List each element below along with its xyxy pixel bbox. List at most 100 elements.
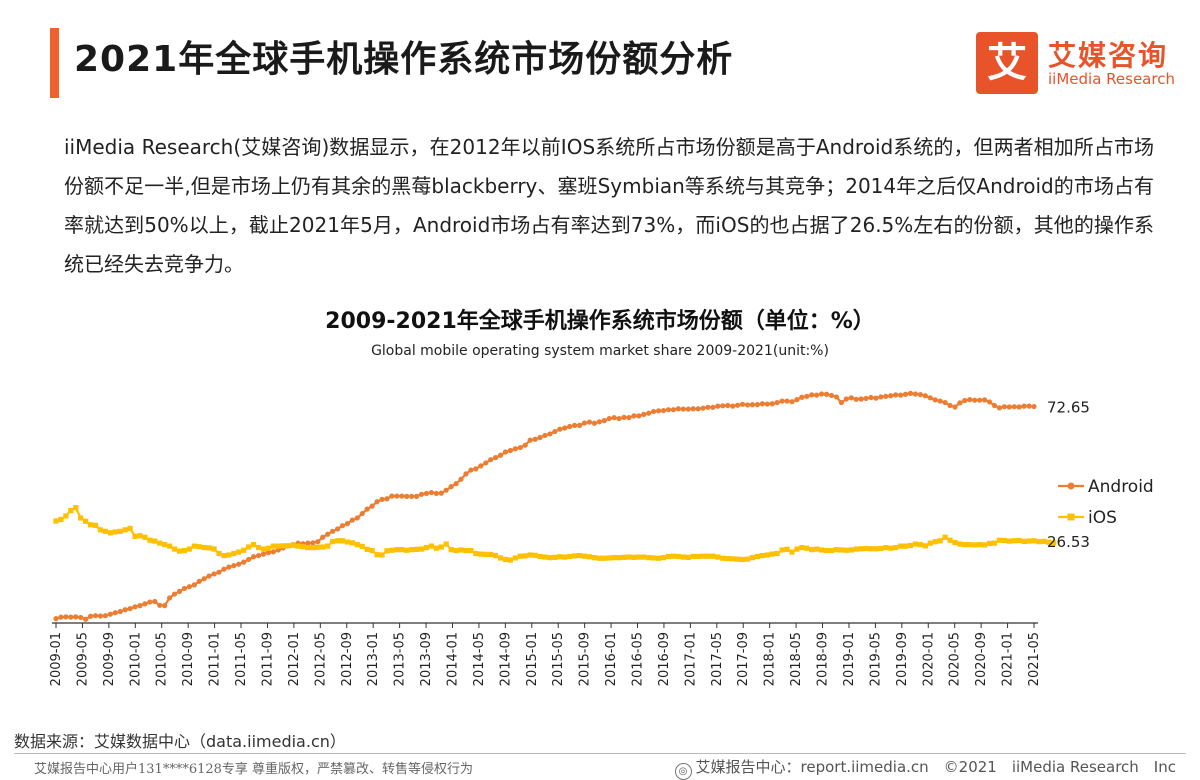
ios-data-point — [359, 543, 365, 550]
android-data-point — [409, 493, 415, 499]
android-data-point — [1001, 404, 1007, 410]
ios-data-point — [680, 554, 686, 560]
ios-data-point — [186, 546, 192, 552]
ios-data-point — [354, 542, 360, 548]
ios-data-point — [626, 554, 632, 560]
ios-data-point — [962, 542, 968, 548]
android-data-point — [384, 496, 390, 502]
ios-data-point — [695, 553, 701, 560]
ios-data-point — [473, 550, 479, 557]
android-data-point — [127, 605, 133, 612]
ios-data-point — [1001, 537, 1007, 544]
android-data-point — [888, 393, 894, 399]
x-tick-label: 2010-09 — [181, 632, 196, 686]
ios-data-point — [92, 522, 99, 528]
android-data-point — [977, 397, 983, 403]
ios-data-point — [290, 542, 296, 548]
ios-data-point — [784, 546, 790, 552]
ios-data-point — [497, 555, 504, 561]
ios-data-point — [631, 554, 637, 560]
ios-data-point — [413, 546, 420, 552]
android-data-point — [250, 554, 257, 560]
android-data-point — [522, 442, 528, 448]
x-tick-label: 2011-01 — [208, 632, 223, 686]
report-center-icon: ◎ — [674, 763, 692, 780]
android-data-point — [621, 414, 627, 420]
android-data-point — [868, 394, 874, 401]
ios-data-point — [206, 545, 212, 551]
android-data-point — [937, 398, 943, 404]
ios-data-point — [651, 555, 657, 561]
ios-data-point — [231, 550, 237, 557]
android-data-point — [744, 402, 751, 408]
x-tick-label: 2018-01 — [763, 632, 778, 686]
android-data-point — [557, 426, 563, 432]
android-data-point — [344, 521, 351, 527]
ios-data-point — [270, 543, 276, 549]
ios-data-point — [418, 546, 425, 552]
ios-legend-label: iOS — [1088, 508, 1117, 528]
android-data-point — [631, 413, 637, 419]
ios-data-point — [463, 547, 469, 554]
android-data-point — [423, 490, 430, 497]
android-data-point — [873, 395, 879, 401]
ios-data-point — [636, 554, 642, 560]
ios-data-point — [117, 528, 123, 534]
ios-data-point — [1051, 540, 1057, 546]
ios-data-point — [725, 555, 731, 562]
ios-data-point — [952, 539, 958, 546]
android-data-point — [379, 496, 385, 502]
ios-data-point — [369, 547, 375, 554]
ios-data-point — [868, 546, 874, 552]
android-data-point — [428, 489, 434, 496]
android-data-point — [685, 406, 691, 412]
ios-data-point — [705, 553, 711, 559]
footer-divider — [14, 753, 1186, 754]
ios-data-point — [330, 539, 336, 545]
android-data-point — [1006, 404, 1012, 410]
android-data-point — [502, 449, 509, 455]
ios-data-point — [211, 546, 217, 552]
chart-title: 2009-2021年全球手机操作系统市场份额（单位：%） — [325, 309, 875, 334]
ios-data-point — [537, 553, 543, 560]
ios-data-point — [621, 554, 627, 560]
ios-data-point — [344, 539, 351, 545]
ios-data-point — [774, 550, 780, 557]
ios-data-point — [581, 553, 588, 559]
ios-data-point — [1016, 537, 1022, 544]
android-data-point — [863, 395, 869, 402]
x-tick-label: 2015-01 — [525, 632, 540, 686]
ios-data-point — [562, 554, 568, 560]
android-data-point — [779, 398, 785, 404]
ios-data-point — [1026, 538, 1032, 544]
x-tick-label: 2016-09 — [657, 632, 672, 686]
ios-data-point — [458, 547, 464, 553]
ios-data-point — [685, 554, 691, 560]
android-data-point — [665, 407, 672, 413]
ios-data-point — [428, 543, 434, 549]
ios-data-point — [315, 544, 321, 550]
android-data-point — [231, 563, 237, 569]
x-tick-label: 2013-09 — [419, 632, 434, 686]
android-data-point — [572, 422, 578, 428]
ios-data-point — [715, 554, 721, 560]
android-data-point — [730, 403, 736, 409]
chart-subtitle: Global mobile operating system market sh… — [371, 343, 829, 359]
x-tick-label: 2015-05 — [551, 632, 566, 686]
ios-data-point — [171, 546, 178, 552]
android-data-point — [823, 391, 830, 397]
ios-data-point — [379, 552, 385, 558]
android-data-point — [567, 423, 573, 430]
android-data-point — [947, 402, 953, 409]
android-data-point — [656, 408, 662, 414]
android-data-point — [147, 599, 153, 605]
android-data-point — [349, 517, 355, 523]
ios-data-point — [181, 547, 188, 554]
x-tick-label: 2019-01 — [842, 632, 857, 686]
android-data-point — [102, 613, 108, 619]
iimedia-logo: 艾 艾媒咨询 iiMedia Research — [976, 32, 1176, 94]
ios-data-point — [137, 533, 143, 539]
ios-data-point — [616, 555, 622, 561]
android-data-point — [112, 610, 118, 616]
ios-data-point — [191, 543, 197, 549]
